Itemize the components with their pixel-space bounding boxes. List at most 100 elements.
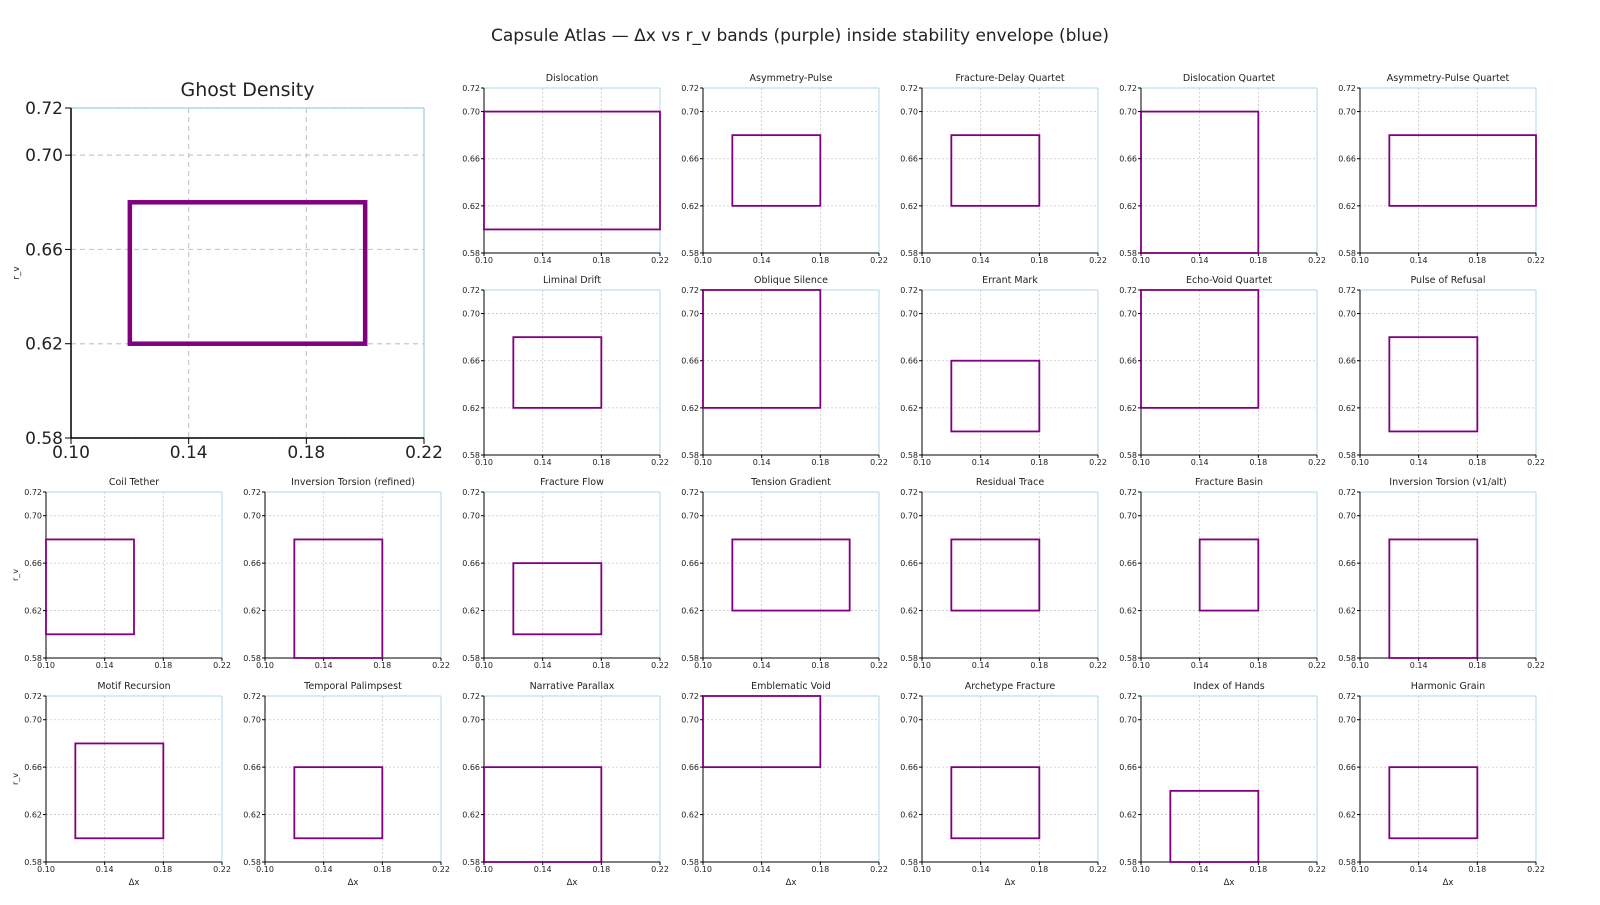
x-tick-label: 0.22 — [1308, 458, 1326, 467]
y-tick-label: 0.72 — [681, 692, 699, 701]
y-tick-label: 0.66 — [24, 763, 42, 772]
x-tick-label: 0.10 — [694, 865, 712, 874]
y-tick-label: 0.70 — [462, 310, 480, 319]
y-tick-label: 0.66 — [900, 559, 918, 568]
y-tick-label: 0.62 — [681, 202, 699, 211]
x-tick-label: 0.10 — [475, 458, 493, 467]
chart-panel-12: 0.10 0.14 0.18 0.22 0.58 0.62 0.66 0.70 0.72 Inve… — [243, 477, 450, 670]
x-tick-label: 0.14 — [1410, 458, 1428, 467]
x-tick-label: 0.18 — [373, 661, 391, 670]
x-tick-label: 0.18 — [592, 865, 610, 874]
y-tick-label: 0.62 — [243, 607, 261, 616]
y-tick-label: 0.66 — [900, 763, 918, 772]
y-tick-label: 0.72 — [1338, 84, 1356, 93]
y-tick-label: 0.70 — [462, 716, 480, 725]
band-rect — [1198, 538, 1260, 612]
chart-panel-14: 0.10 0.14 0.18 0.22 0.58 0.62 0.66 0.70 0.72 Tens… — [681, 477, 888, 670]
panel-title: Coil Tether — [109, 477, 159, 488]
x-tick-label: 0.10 — [1351, 865, 1369, 874]
y-tick-label: 0.62 — [900, 202, 918, 211]
y-tick-label: 0.62 — [25, 335, 63, 355]
y-tick-label: 0.72 — [462, 84, 480, 93]
chart-panel-13: 0.10 0.14 0.18 0.22 0.58 0.62 0.66 0.70 0.72 Frac… — [462, 477, 669, 670]
y-tick-label: 0.72 — [900, 286, 918, 295]
x-tick-label: 0.14 — [534, 661, 552, 670]
x-tick-label: 0.22 — [1089, 256, 1107, 265]
chart-panel-6: 0.10 0.14 0.18 0.22 0.58 0.62 0.66 0.70 0.72 Limi… — [462, 275, 669, 467]
y-tick-label: 0.70 — [25, 146, 63, 166]
x-tick-label: 0.18 — [811, 458, 829, 467]
y-tick-label: 0.58 — [243, 654, 261, 663]
x-tick-label: 0.22 — [213, 865, 231, 874]
x-tick-label: 0.10 — [913, 458, 931, 467]
x-tick-label: 0.14 — [1410, 865, 1428, 874]
chart-panel-19: 0.10 0.14 0.18 0.22 0.58 0.62 0.66 0.70 0.72 Temp… — [243, 681, 450, 888]
y-tick-label: 0.66 — [1338, 155, 1356, 164]
y-tick-label: 0.72 — [1119, 286, 1137, 295]
chart-panel-20: 0.10 0.14 0.18 0.22 0.58 0.62 0.66 0.70 0.72 Narr… — [462, 681, 669, 888]
y-tick-label: 0.62 — [1119, 404, 1137, 413]
band-rect — [1140, 289, 1260, 409]
y-tick-label: 0.70 — [900, 716, 918, 725]
x-axis-label: Δx — [567, 878, 578, 888]
x-tick-label: 0.10 — [1132, 865, 1150, 874]
y-tick-label: 0.62 — [462, 607, 480, 616]
y-tick-label: 0.58 — [1119, 654, 1137, 663]
x-tick-label: 0.10 — [1351, 458, 1369, 467]
y-tick-label: 0.70 — [24, 512, 42, 521]
x-tick-label: 0.14 — [1191, 661, 1209, 670]
panel-title: Harmonic Grain — [1411, 681, 1485, 692]
panel-title: Asymmetry-Pulse Quartet — [1387, 73, 1510, 84]
x-tick-label: 0.10 — [913, 256, 931, 265]
x-tick-label: 0.22 — [870, 256, 888, 265]
y-tick-label: 0.62 — [1119, 202, 1137, 211]
x-tick-label: 0.10 — [694, 256, 712, 265]
x-tick-label: 0.18 — [1468, 661, 1486, 670]
x-tick-label: 0.14 — [534, 865, 552, 874]
x-tick-label: 0.14 — [1410, 661, 1428, 670]
y-tick-label: 0.66 — [1119, 155, 1137, 164]
panel-title: Narrative Parallax — [530, 681, 615, 692]
panel-title: Temporal Palimpsest — [303, 681, 402, 692]
x-tick-label: 0.18 — [592, 458, 610, 467]
y-tick-label: 0.58 — [1338, 451, 1356, 460]
x-tick-label: 0.14 — [753, 661, 771, 670]
y-tick-label: 0.70 — [1338, 716, 1356, 725]
band-rect — [45, 538, 135, 636]
y-tick-label: 0.58 — [900, 858, 918, 867]
y-tick-label: 0.58 — [1338, 249, 1356, 258]
x-tick-label: 0.10 — [37, 661, 55, 670]
y-tick-label: 0.70 — [462, 108, 480, 117]
y-tick-label: 0.58 — [1119, 858, 1137, 867]
x-tick-label: 0.18 — [1468, 256, 1486, 265]
x-axis-label: Δx — [1005, 878, 1016, 888]
chart-panel-10: 0.10 0.14 0.18 0.22 0.58 0.62 0.66 0.70 0.72 Puls… — [1338, 275, 1545, 467]
x-tick-label: 0.14 — [315, 865, 333, 874]
y-tick-label: 0.66 — [900, 357, 918, 366]
band-rect — [731, 134, 822, 207]
band-rect — [731, 538, 851, 612]
y-tick-label: 0.72 — [462, 488, 480, 497]
x-tick-label: 0.18 — [287, 443, 325, 463]
y-tick-label: 0.62 — [900, 607, 918, 616]
y-tick-label: 0.66 — [1338, 763, 1356, 772]
x-tick-label: 0.14 — [753, 458, 771, 467]
x-tick-label: 0.22 — [1089, 865, 1107, 874]
band-rect — [950, 359, 1041, 433]
y-tick-label: 0.70 — [1119, 512, 1137, 521]
y-tick-label: 0.72 — [681, 84, 699, 93]
chart-panel-0: 0.10 0.14 0.18 0.22 0.58 0.62 0.66 0.70 0.72 Ghos… — [12, 79, 443, 463]
panel-title: Inversion Torsion (refined) — [291, 477, 415, 488]
panel-title: Archetype Fracture — [965, 681, 1056, 692]
x-tick-label: 0.18 — [811, 865, 829, 874]
y-tick-label: 0.72 — [1338, 286, 1356, 295]
x-tick-label: 0.18 — [1468, 458, 1486, 467]
y-tick-label: 0.66 — [681, 559, 699, 568]
panel-title: Pulse of Refusal — [1410, 275, 1485, 286]
x-tick-label: 0.10 — [1351, 661, 1369, 670]
chart-panel-7: 0.10 0.14 0.18 0.22 0.58 0.62 0.66 0.70 0.72 Obli… — [681, 275, 888, 467]
x-tick-label: 0.14 — [753, 256, 771, 265]
x-tick-label: 0.18 — [1468, 865, 1486, 874]
panel-title: Residual Trace — [976, 477, 1044, 488]
y-tick-label: 0.62 — [1338, 404, 1356, 413]
